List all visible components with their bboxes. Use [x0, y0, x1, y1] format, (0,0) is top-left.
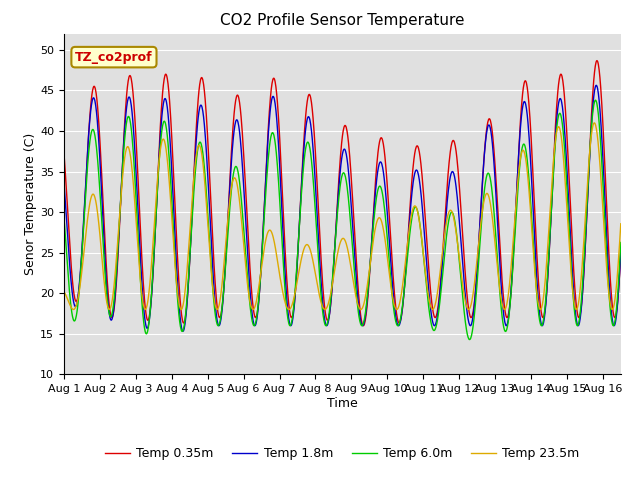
Temp 6.0m	[60, 215, 68, 221]
Temp 23.5m	[617, 221, 625, 227]
Temp 0.35m	[292, 280, 300, 286]
Temp 0.35m	[568, 230, 575, 236]
Temp 23.5m	[520, 147, 527, 153]
Temp 1.8m	[179, 328, 187, 334]
Line: Temp 6.0m: Temp 6.0m	[64, 100, 621, 339]
Temp 0.35m	[360, 323, 367, 329]
Line: Temp 1.8m: Temp 1.8m	[64, 85, 621, 331]
Title: CO2 Profile Sensor Temperature: CO2 Profile Sensor Temperature	[220, 13, 465, 28]
Temp 23.5m	[278, 288, 286, 293]
Temp 6.0m	[591, 97, 599, 103]
Temp 6.0m	[466, 336, 474, 342]
Temp 23.5m	[591, 120, 598, 126]
Temp 23.5m	[568, 273, 575, 278]
Temp 1.8m	[428, 316, 436, 322]
Temp 1.8m	[520, 99, 527, 105]
Temp 0.35m	[617, 250, 625, 255]
Temp 0.35m	[593, 58, 601, 63]
Temp 6.0m	[617, 240, 625, 245]
Temp 6.0m	[292, 276, 300, 281]
Temp 23.5m	[609, 307, 616, 312]
Temp 23.5m	[60, 289, 68, 295]
Temp 23.5m	[292, 285, 300, 291]
Y-axis label: Senor Temperature (C): Senor Temperature (C)	[24, 133, 37, 275]
Temp 1.8m	[60, 180, 68, 186]
Temp 1.8m	[184, 296, 191, 302]
Temp 1.8m	[592, 83, 600, 88]
Line: Temp 0.35m: Temp 0.35m	[64, 60, 621, 326]
Text: TZ_co2prof: TZ_co2prof	[75, 51, 153, 64]
Temp 1.8m	[279, 228, 287, 234]
Temp 1.8m	[617, 248, 625, 254]
Line: Temp 23.5m: Temp 23.5m	[64, 123, 621, 310]
Temp 6.0m	[428, 323, 436, 329]
Temp 0.35m	[183, 300, 191, 306]
Temp 23.5m	[428, 306, 436, 312]
Temp 6.0m	[183, 297, 191, 302]
X-axis label: Time: Time	[327, 397, 358, 410]
Temp 1.8m	[568, 257, 575, 263]
Temp 23.5m	[183, 268, 191, 274]
Temp 0.35m	[428, 302, 436, 308]
Legend: Temp 0.35m, Temp 1.8m, Temp 6.0m, Temp 23.5m: Temp 0.35m, Temp 1.8m, Temp 6.0m, Temp 2…	[100, 442, 585, 465]
Temp 0.35m	[278, 193, 286, 199]
Temp 6.0m	[568, 272, 575, 277]
Temp 6.0m	[520, 141, 527, 147]
Temp 0.35m	[520, 82, 527, 88]
Temp 0.35m	[60, 151, 68, 156]
Temp 6.0m	[278, 247, 286, 252]
Temp 1.8m	[292, 274, 300, 280]
